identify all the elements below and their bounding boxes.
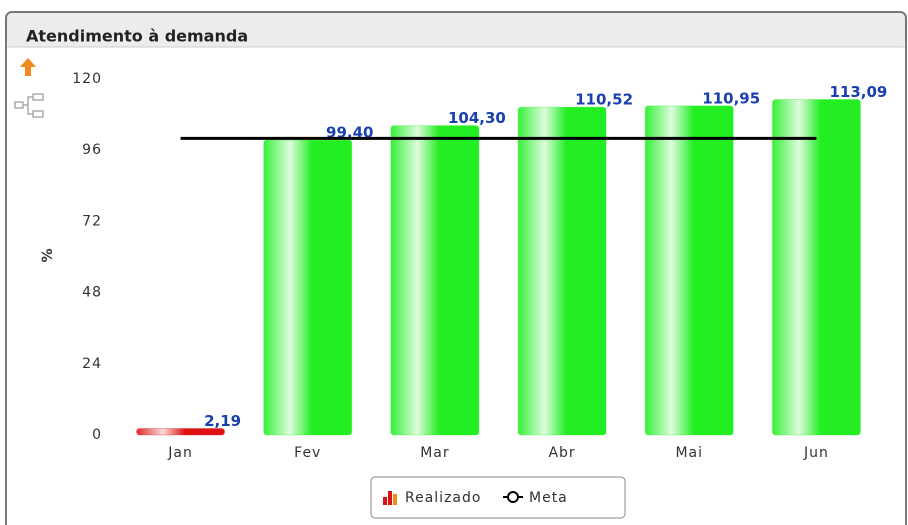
y-tick-label: 96 bbox=[82, 142, 102, 158]
data-label: 110,95 bbox=[702, 89, 760, 107]
legend-icon bbox=[393, 494, 397, 505]
x-tick-label: Mai bbox=[675, 445, 703, 461]
x-tick-label: Jan bbox=[167, 445, 193, 461]
y-tick-label: 120 bbox=[72, 71, 102, 87]
bar bbox=[771, 98, 861, 436]
x-tick-label: Abr bbox=[548, 445, 575, 461]
data-label: 2,19 bbox=[204, 412, 241, 430]
hierarchy-icon[interactable] bbox=[14, 93, 44, 118]
data-label: 104,30 bbox=[448, 109, 506, 127]
legend-icon bbox=[388, 491, 392, 505]
legend-box bbox=[370, 476, 626, 519]
y-axis-label: % bbox=[40, 247, 56, 262]
legend-label: Meta bbox=[529, 490, 568, 506]
legend-label: Realizado bbox=[405, 490, 481, 506]
data-label: 113,09 bbox=[829, 83, 887, 101]
bar bbox=[390, 125, 480, 436]
data-label: 110,52 bbox=[575, 91, 633, 109]
legend-icon bbox=[383, 497, 387, 505]
y-tick-label: 0 bbox=[92, 427, 102, 443]
bar bbox=[136, 428, 226, 436]
bar bbox=[263, 139, 353, 436]
x-tick-label: Fev bbox=[294, 445, 321, 461]
legend: Realizado Meta bbox=[370, 476, 626, 519]
x-tick-label: Jun bbox=[803, 445, 829, 461]
y-tick-label: 48 bbox=[82, 285, 102, 301]
up-icon[interactable] bbox=[20, 58, 36, 76]
y-tick-label: 72 bbox=[82, 213, 102, 229]
panel-header bbox=[7, 13, 905, 47]
bar bbox=[644, 105, 734, 436]
bar bbox=[517, 106, 607, 436]
y-tick-label: 24 bbox=[82, 356, 102, 372]
legend-icon bbox=[507, 491, 519, 503]
x-tick-label: Mar bbox=[420, 445, 449, 461]
chart-title: Atendimento à demanda bbox=[26, 27, 248, 46]
